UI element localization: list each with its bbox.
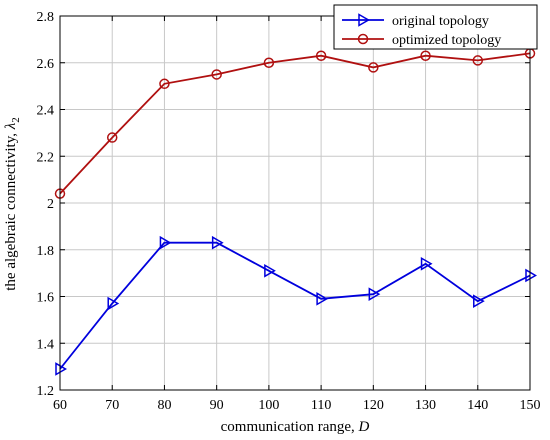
data-point [315, 50, 327, 61]
data-point [211, 235, 224, 250]
y-axis-label-variable: λ [3, 122, 19, 130]
x-axis-label-text: communication range, [221, 419, 359, 435]
data-point [264, 263, 276, 278]
series-2 [54, 48, 536, 199]
data-point [159, 235, 172, 250]
y-tick-label: 2.4 [37, 104, 55, 119]
legend-entry: original topology [342, 13, 489, 29]
y-tick-label: 2 [47, 197, 54, 212]
y-tick-label: 2.6 [37, 57, 55, 72]
y-tick-label: 2.8 [37, 10, 55, 25]
y-tick-label: 1.6 [37, 291, 55, 306]
grid [59, 15, 531, 391]
x-axis-label-variable: D [358, 419, 370, 435]
y-tick-label: 2.2 [37, 150, 55, 165]
y-axis-label-subscript: 2 [10, 117, 22, 123]
x-tick-label: 140 [467, 398, 488, 413]
data-point [55, 362, 67, 376]
data-point [316, 292, 329, 306]
data-point [368, 62, 379, 73]
x-tick-label: 60 [53, 398, 67, 413]
series-line [59, 241, 531, 370]
x-tick-label: 120 [363, 398, 384, 413]
series-1 [55, 235, 537, 376]
x-tick-label: 90 [210, 398, 224, 413]
legend-label: original topology [392, 14, 489, 29]
data-point [472, 55, 484, 66]
x-tick-label: 100 [258, 398, 279, 413]
data-point [159, 78, 170, 90]
y-tick-label: 1.8 [37, 244, 55, 259]
data-point [473, 294, 485, 308]
legend: original topology optimized topology [333, 4, 538, 50]
data-point [525, 268, 537, 283]
legend-items: original topology optimized topology [342, 13, 501, 48]
x-tick-label: 80 [157, 398, 171, 413]
y-axis-label: the algebraic connectivity, λ2 [3, 117, 22, 290]
series-layer [54, 48, 537, 376]
x-tick-label: 70 [105, 398, 119, 413]
y-axis-label-text: the algebraic connectivity, [3, 129, 19, 290]
legend-entry: optimized topology [342, 33, 501, 48]
x-tick-label: 150 [520, 398, 541, 413]
legend-marker [357, 33, 369, 45]
data-point [263, 57, 275, 68]
legend-label: optimized topology [392, 33, 501, 48]
y-tick-label: 1.4 [37, 337, 55, 352]
data-point [211, 69, 222, 80]
x-tick-label: 110 [311, 398, 331, 413]
x-tick-label: 130 [415, 398, 436, 413]
series-line [59, 52, 531, 195]
x-axis-label: communication range, D [221, 419, 370, 435]
data-point [368, 287, 381, 301]
legend-box [333, 4, 538, 50]
data-point [106, 132, 118, 143]
data-point [107, 296, 120, 311]
ticks: 60 70 80 90 100 110 120 130 140 150 1.2 1.4 1.6 1.8 2 2… [37, 10, 541, 413]
data-point [420, 50, 431, 61]
legend-marker [358, 13, 370, 27]
y-tick-label: 1.2 [37, 384, 55, 399]
data-point [420, 256, 433, 271]
